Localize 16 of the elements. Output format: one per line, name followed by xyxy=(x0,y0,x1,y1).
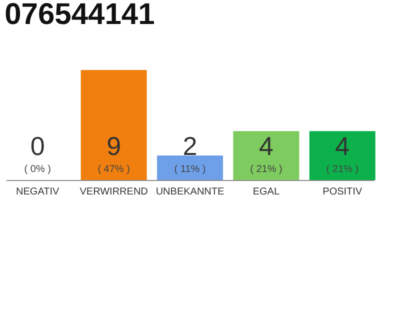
data-label: 4 xyxy=(258,131,274,161)
annotation: ( 47% ) xyxy=(98,164,130,175)
data-label: 9 xyxy=(106,131,122,161)
x-tick-label: UNBEKANNTE xyxy=(156,186,224,198)
annotation: ( 11% ) xyxy=(174,164,206,175)
data-label: 2 xyxy=(182,131,198,161)
chart-title: 076544141 xyxy=(4,0,155,31)
annotation: ( 21% ) xyxy=(250,164,282,175)
x-tick-label: NEGATIV xyxy=(16,186,60,198)
x-tick-label: POSITIV xyxy=(322,186,362,198)
data-label: 0 xyxy=(30,131,45,161)
x-tick-label: VERWIRREND xyxy=(80,186,148,198)
x-tick-label: EGAL xyxy=(252,186,280,198)
data-label: 4 xyxy=(335,131,350,161)
annotation: ( 0% ) xyxy=(24,164,51,175)
annotation: ( 21% ) xyxy=(326,164,358,175)
